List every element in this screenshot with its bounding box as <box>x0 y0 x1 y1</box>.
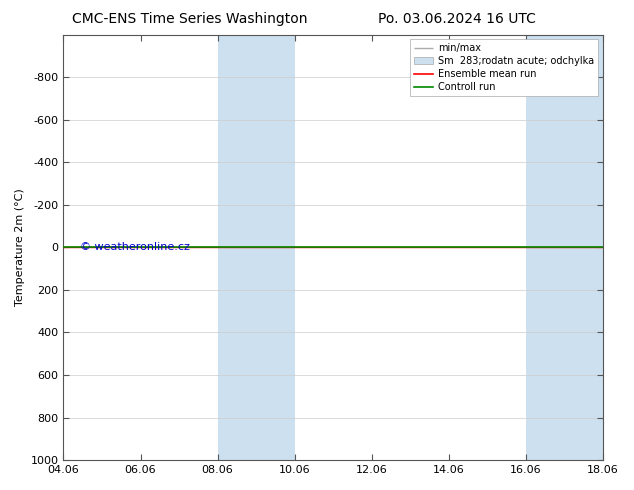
Text: Po. 03.06.2024 16 UTC: Po. 03.06.2024 16 UTC <box>377 12 536 26</box>
Y-axis label: Temperature 2m (°C): Temperature 2m (°C) <box>15 189 25 306</box>
Bar <box>526 35 603 460</box>
Text: © weatheronline.cz: © weatheronline.cz <box>80 243 190 252</box>
Legend: min/max, Sm  283;rodatn acute; odchylka, Ensemble mean run, Controll run: min/max, Sm 283;rodatn acute; odchylka, … <box>410 40 598 96</box>
Text: CMC-ENS Time Series Washington: CMC-ENS Time Series Washington <box>72 12 308 26</box>
Bar <box>217 35 295 460</box>
